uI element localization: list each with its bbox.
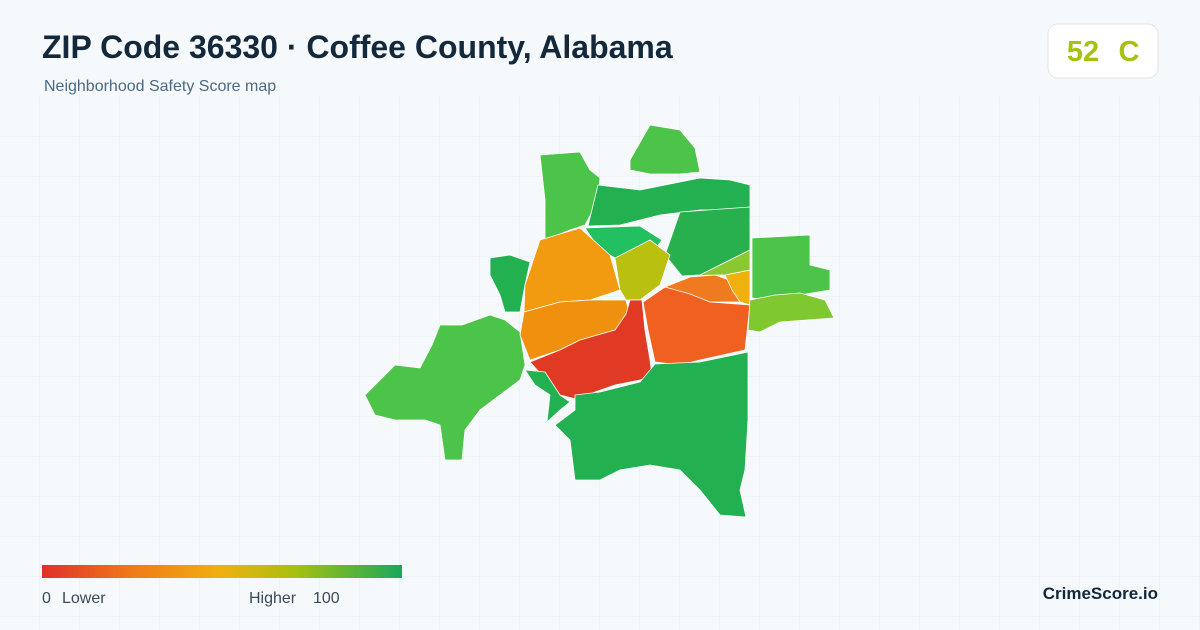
grade: C [1119,36,1140,68]
subtitle: Neighborhood Safety Score map [44,78,276,95]
map-region [364,314,526,461]
legend-scale [42,565,402,578]
map-region [747,292,835,333]
legend-max: 100 [313,590,340,607]
map-region [614,239,671,301]
map-region [524,369,571,423]
legend-min: 0 [42,590,51,607]
map-region [629,124,701,175]
brand: CrimeScore.io [1043,584,1158,603]
score-badge [1047,23,1159,79]
legend-min-label: Lower [62,590,106,607]
map-region [681,249,751,277]
title: ZIP Code 36330 · Coffee County, Alabama [42,29,673,65]
map-region [489,254,531,313]
legend-max-label: Higher [249,590,297,607]
score: 52 [1067,36,1099,68]
map [364,124,835,518]
map-region [554,351,749,518]
